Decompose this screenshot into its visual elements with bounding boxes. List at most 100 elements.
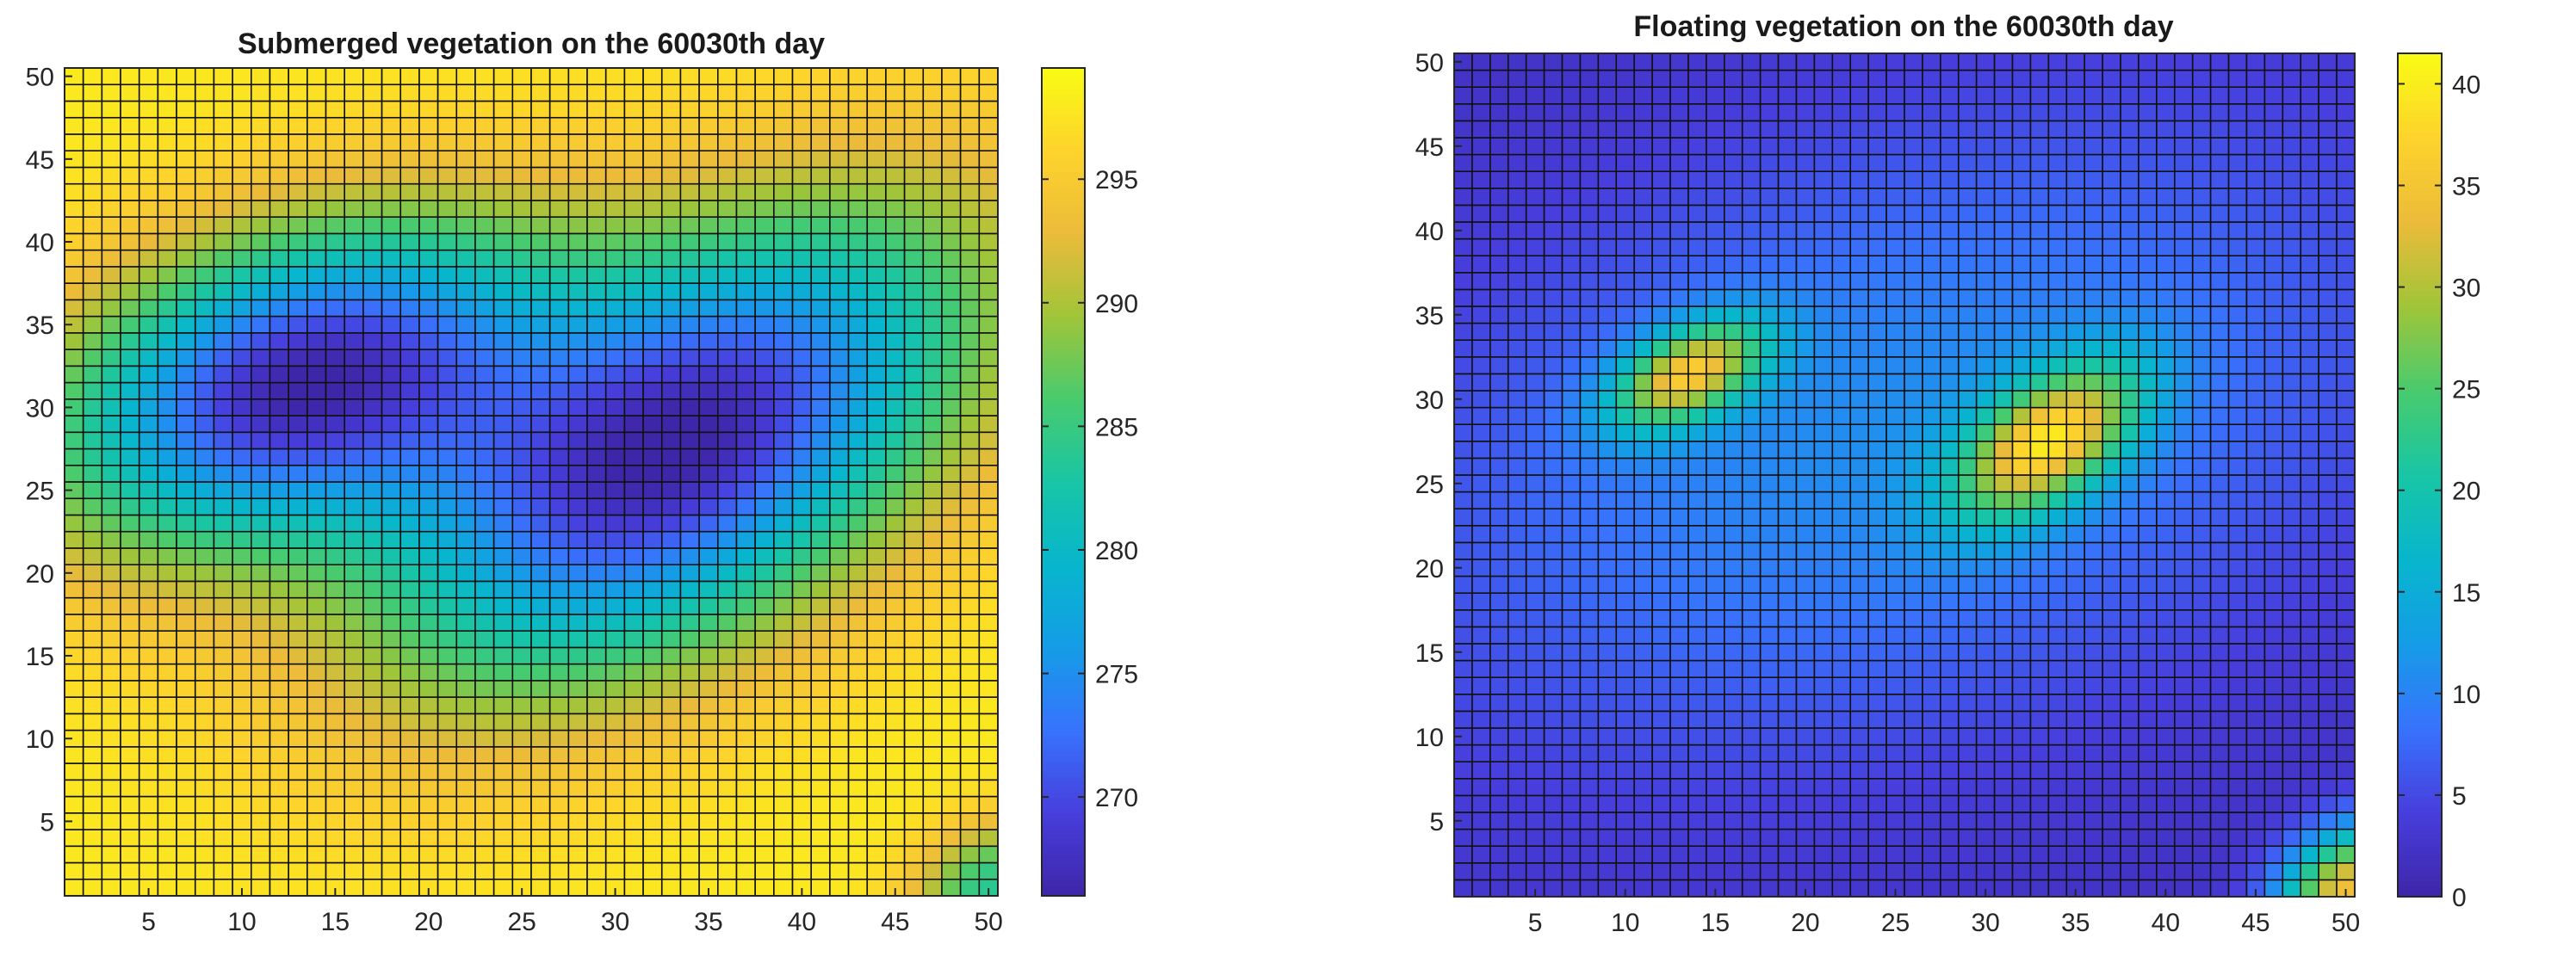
heatmap-cell: [1471, 659, 1491, 678]
colorbar-segment: [1042, 305, 1085, 312]
heatmap-cell: [2120, 592, 2139, 611]
heatmap-cell: [2011, 322, 2032, 342]
colorbar-segment: [1042, 259, 1085, 266]
heatmap-cell: [1867, 153, 1887, 173]
heatmap-cell: [1651, 322, 1671, 342]
heatmap-cell: [922, 746, 943, 764]
heatmap-cell: [418, 150, 439, 169]
heatmap-cell: [194, 266, 215, 284]
heatmap-cell: [548, 680, 570, 698]
heatmap-cell: [138, 696, 159, 715]
heatmap-cell: [2084, 761, 2103, 780]
heatmap-cell: [2138, 474, 2158, 493]
heatmap-cell: [194, 514, 215, 533]
heatmap-cell: [548, 299, 570, 318]
heatmap-cell: [1759, 761, 1780, 780]
colorbar-segment: [1042, 647, 1085, 654]
heatmap-cell: [1561, 693, 1582, 713]
heatmap-cell: [1922, 524, 1941, 544]
heatmap-cell: [1543, 592, 1564, 611]
heatmap-cell: [2300, 727, 2319, 746]
heatmap-cell: [604, 630, 626, 649]
heatmap-cell: [1993, 170, 2014, 189]
heatmap-cell: [2174, 592, 2194, 611]
heatmap-cell: [176, 746, 196, 764]
heatmap-cell: [885, 530, 906, 549]
heatmap-cell: [381, 762, 402, 781]
heatmap-cell: [1579, 355, 1600, 375]
heatmap-cell: [1453, 861, 1473, 881]
heatmap-cell: [157, 116, 177, 135]
heatmap-cell: [418, 630, 439, 649]
heatmap-cell: [1813, 710, 1834, 729]
heatmap-cell: [1471, 541, 1491, 560]
heatmap-cell: [474, 249, 495, 268]
heatmap-cell: [2065, 423, 2086, 442]
heatmap-cell: [2282, 288, 2302, 307]
heatmap-cell: [194, 464, 215, 483]
heatmap-cell: [586, 680, 607, 698]
heatmap-cell: [829, 83, 850, 102]
heatmap-cell: [866, 464, 887, 483]
heatmap-cell: [2174, 271, 2194, 291]
heatmap-cell: [1543, 423, 1564, 442]
heatmap-cell: [978, 232, 999, 251]
heatmap-cell: [1904, 777, 1923, 797]
heatmap-cell: [1904, 524, 1923, 544]
heatmap-cell: [176, 497, 196, 516]
heatmap-cell: [698, 182, 719, 201]
heatmap-cell: [1561, 592, 1582, 611]
heatmap-cell: [176, 349, 196, 367]
heatmap-cell: [1706, 794, 1725, 813]
heatmap-cell: [1633, 828, 1653, 847]
heatmap-cell: [1922, 137, 1941, 156]
heatmap-cell: [362, 746, 383, 764]
heatmap-cell: [325, 696, 345, 715]
heatmap-cell: [754, 696, 775, 715]
heatmap-cell: [344, 762, 364, 781]
heatmap-cell: [604, 166, 626, 185]
heatmap-cell: [1651, 744, 1671, 762]
heatmap-cell: [1975, 238, 1996, 257]
heatmap-cell: [2318, 440, 2338, 460]
heatmap-cell: [1993, 406, 2014, 426]
colorbar-segment: [1042, 725, 1085, 731]
heatmap-cell: [1849, 828, 1869, 847]
heatmap-cell: [530, 530, 551, 549]
heatmap-cell: [1633, 626, 1653, 645]
heatmap-cell: [1831, 188, 1852, 207]
heatmap-cell: [2300, 153, 2319, 173]
heatmap-cell: [82, 861, 103, 880]
heatmap-cell: [288, 646, 308, 665]
heatmap-cell: [1957, 693, 1978, 713]
heatmap-cell: [2191, 710, 2212, 729]
heatmap-cell: [586, 447, 607, 466]
heatmap-cell: [474, 696, 495, 715]
colorbar-segment: [1042, 807, 1085, 814]
heatmap-cell: [2120, 339, 2139, 358]
heatmap-cell: [2191, 744, 2212, 762]
heatmap-cell: [829, 182, 850, 201]
heatmap-cell: [623, 564, 644, 583]
heatmap-cell: [866, 630, 887, 649]
heatmap-cell: [64, 116, 84, 135]
heatmap-cell: [829, 266, 850, 284]
heatmap-cell: [2227, 541, 2248, 560]
heatmap-cell: [194, 216, 215, 235]
heatmap-cell: [660, 514, 682, 533]
heatmap-cell: [1651, 811, 1671, 830]
heatmap-cell: [2065, 373, 2086, 392]
colorbar-segment: [1042, 435, 1085, 441]
heatmap-cell: [1813, 423, 1834, 442]
heatmap-cell: [120, 530, 140, 549]
heatmap-cell: [530, 216, 551, 235]
heatmap-cell: [1777, 390, 1798, 409]
heatmap-cell: [2011, 659, 2032, 678]
heatmap-cell: [1471, 643, 1491, 662]
heatmap-cell: [1975, 153, 1996, 173]
heatmap-cell: [325, 861, 345, 880]
heatmap-cell: [1741, 710, 1762, 729]
heatmap-cell: [978, 481, 999, 500]
heatmap-cell: [250, 614, 271, 632]
heatmap-cell: [1975, 558, 1996, 577]
